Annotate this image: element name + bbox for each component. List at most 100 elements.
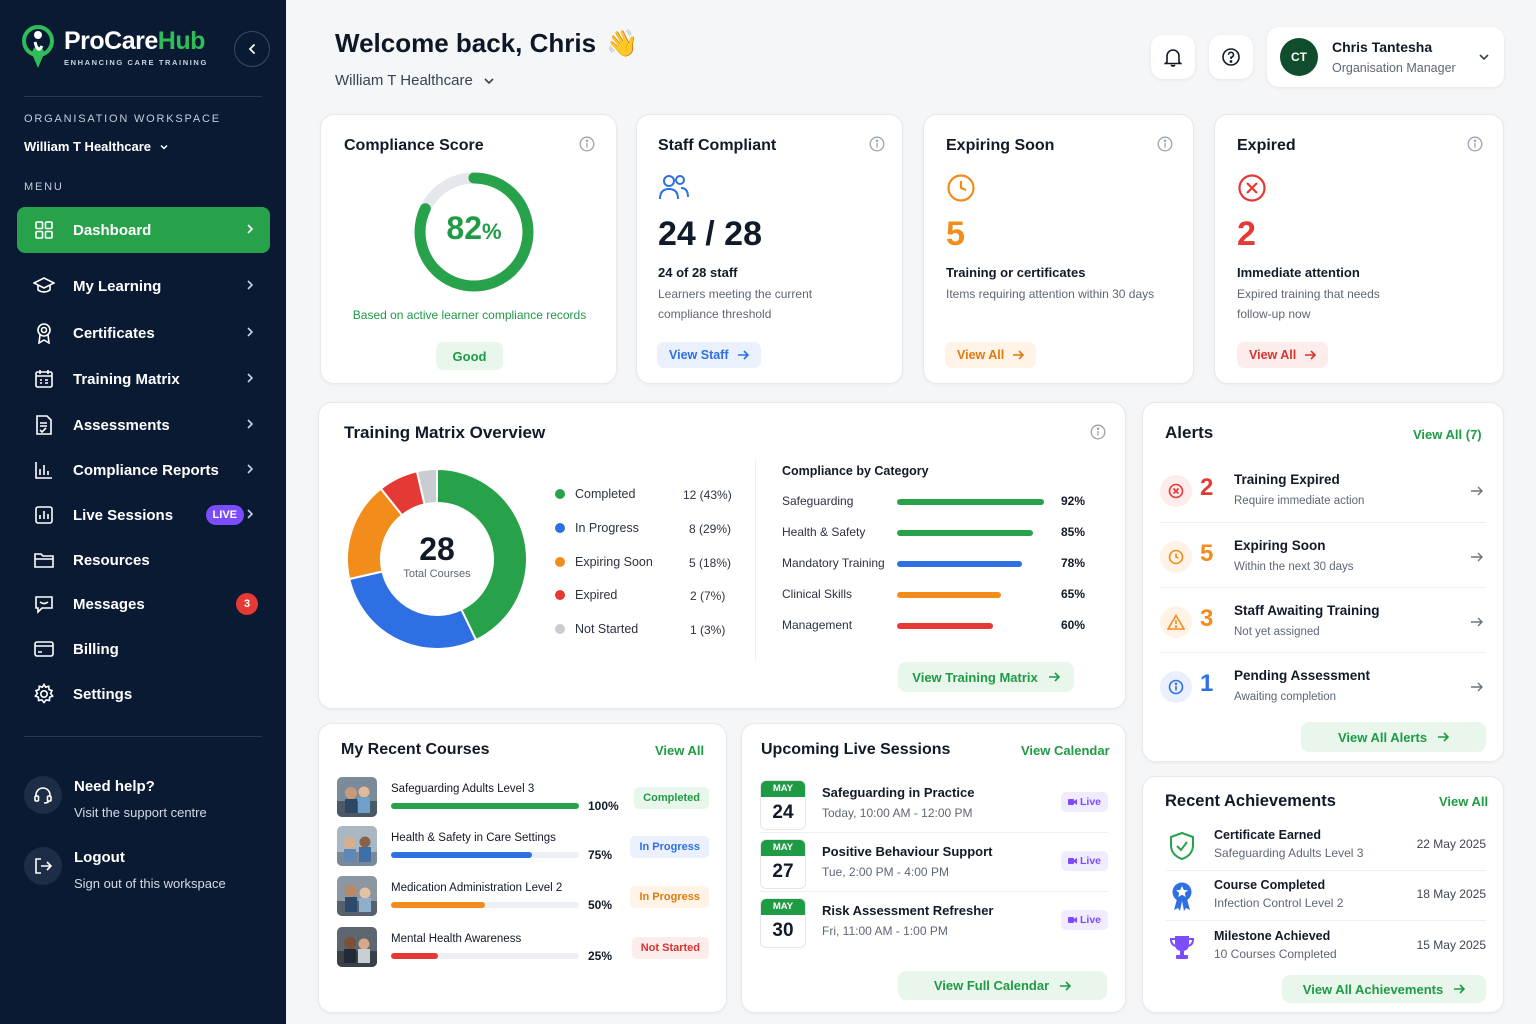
- donut-slice-not-started: [415, 468, 438, 506]
- medal-icon: [1166, 880, 1198, 912]
- collapse-sidebar-button[interactable]: [234, 31, 270, 67]
- legend-swatch: [555, 624, 565, 634]
- divider: [760, 832, 1108, 833]
- chevron-down-icon: [1479, 54, 1489, 61]
- live-badge: Live: [1060, 910, 1108, 930]
- course-progress-fill: [391, 902, 485, 908]
- gauge-fill: [414, 172, 534, 292]
- arrow-right-icon: [1013, 350, 1025, 360]
- info-icon: [1160, 671, 1192, 703]
- view-all-alerts-link[interactable]: View All (7): [1413, 427, 1482, 442]
- view-all-achievements-button[interactable]: View All Achievements: [1282, 975, 1486, 1003]
- category-percent: 65%: [1061, 587, 1086, 601]
- info-icon[interactable]: [869, 136, 885, 152]
- course-item[interactable]: Safeguarding Adults Level 3 100% Complet…: [337, 777, 709, 817]
- help-button[interactable]: [1209, 35, 1253, 79]
- session-month: MAY: [761, 899, 805, 915]
- status-badge: Not Started: [631, 937, 709, 959]
- sidebar-item-resources[interactable]: Resources: [17, 537, 270, 583]
- view-all-courses-link[interactable]: View All: [655, 743, 705, 758]
- alert-item[interactable]: 3 Staff Awaiting Training Not yet assign…: [1160, 603, 1486, 663]
- achievement-item[interactable]: Certificate Earned Safeguarding Adults L…: [1166, 828, 1486, 868]
- alert-count: 5: [1200, 540, 1214, 567]
- sidebar-item-assessments[interactable]: Assessments: [17, 402, 270, 448]
- view-all-alerts-button[interactable]: View All Alerts: [1301, 722, 1486, 752]
- legend-label: Completed: [575, 487, 636, 501]
- view-staff-button[interactable]: View Staff: [657, 342, 761, 368]
- course-item[interactable]: Mental Health Awareness 25% Not Started: [337, 927, 709, 967]
- alert-item[interactable]: 2 Training Expired Require immediate act…: [1160, 472, 1486, 532]
- info-icon[interactable]: [1090, 424, 1106, 440]
- live-badge-label: Live: [1079, 914, 1101, 926]
- recent-courses-card: My Recent Courses View All: [318, 723, 727, 1013]
- shield-check-icon: [1166, 830, 1198, 862]
- alerts-card: Alerts View All (7): [1142, 402, 1504, 762]
- legend-label: In Progress: [575, 521, 639, 535]
- arrow-right-icon: [1471, 682, 1483, 692]
- course-item[interactable]: Medication Administration Level 2 50% In…: [337, 876, 709, 916]
- expiring-soon-value: 5: [946, 215, 965, 253]
- achievement-title: Milestone Achieved: [1214, 929, 1331, 943]
- user-menu[interactable]: CT Chris Tantesha Organisation Manager: [1267, 27, 1504, 87]
- sidebar-item-label: Dashboard: [73, 221, 152, 239]
- session-item[interactable]: MAY 24 Safeguarding in Practice Today, 10…: [760, 780, 1108, 832]
- info-icon[interactable]: [579, 136, 595, 152]
- organisation-selector[interactable]: William T Healthcare: [335, 72, 495, 89]
- sidebar-item-certificates[interactable]: Certificates: [17, 310, 270, 356]
- sidebar-item-messages[interactable]: Messages 3: [17, 581, 270, 627]
- sidebar-item-compliance-reports[interactable]: Compliance Reports: [17, 447, 270, 493]
- staff-compliant-value: 24 / 28: [658, 215, 762, 253]
- achievement-item[interactable]: Milestone Achieved 10 Courses Completed …: [1166, 929, 1486, 969]
- view-all-achievements-link[interactable]: View All: [1439, 794, 1489, 809]
- session-title: Risk Assessment Refresher: [822, 903, 994, 918]
- calendar-grid-icon: [33, 368, 55, 390]
- staff-compliant-card: Staff Compliant 24 / 28 24 of 28 staff L…: [636, 114, 903, 384]
- info-icon[interactable]: [1157, 136, 1173, 152]
- alert-subtitle: Require immediate action: [1234, 495, 1365, 507]
- session-item[interactable]: MAY 27 Positive Behaviour Support Tue, 2:…: [760, 839, 1108, 891]
- arrow-right-icon: [1305, 350, 1317, 360]
- warning-icon: [1160, 606, 1192, 638]
- view-calendar-link[interactable]: View Calendar: [1021, 743, 1110, 758]
- help-link[interactable]: Need help? Visit the support centre: [24, 776, 207, 820]
- view-full-calendar-button[interactable]: View Full Calendar: [898, 971, 1107, 1000]
- alert-item[interactable]: 5 Expiring Soon Within the next 30 days: [1160, 538, 1486, 598]
- legend-item: In Progress: [555, 521, 639, 535]
- info-icon[interactable]: [1467, 136, 1483, 152]
- help-subtitle: Visit the support centre: [74, 805, 207, 820]
- sidebar-item-dashboard[interactable]: Dashboard: [17, 207, 270, 253]
- legend-item: Expired: [555, 588, 617, 602]
- divider: [1160, 587, 1486, 588]
- sidebar-item-billing[interactable]: Billing: [17, 626, 270, 672]
- sidebar-item-settings[interactable]: Settings: [17, 671, 270, 717]
- trophy-icon: [1166, 931, 1198, 963]
- wave-icon: 👋: [606, 28, 639, 58]
- alert-item[interactable]: 1 Pending Assessment Awaiting completion: [1160, 668, 1486, 728]
- page-title: Welcome back, Chris 👋: [335, 28, 638, 59]
- sidebar-item-training-matrix[interactable]: Training Matrix: [17, 356, 270, 402]
- card-title: Alerts: [1165, 423, 1214, 442]
- sidebar-item-live-sessions[interactable]: Live Sessions LIVE: [17, 492, 270, 538]
- view-training-matrix-button[interactable]: View Training Matrix: [898, 662, 1074, 692]
- view-expiring-button[interactable]: View All: [945, 342, 1037, 368]
- course-progress-track: [391, 852, 579, 858]
- course-item[interactable]: Health & Safety in Care Settings 75% In …: [337, 826, 709, 866]
- course-name: Medication Administration Level 2: [391, 882, 563, 894]
- expired-desc: Expired training that needs follow-up no…: [1237, 287, 1380, 321]
- session-title: Positive Behaviour Support: [822, 844, 993, 859]
- sidebar-item-my-learning[interactable]: My Learning: [17, 263, 270, 309]
- brand-logo[interactable]: ProCareHub ENHANCING CARE TRAINING: [20, 24, 208, 70]
- logout-button[interactable]: Logout Sign out of this workspace: [24, 847, 226, 891]
- achievement-subtitle: Safeguarding Adults Level 3: [1214, 846, 1364, 860]
- achievement-item[interactable]: Course Completed Infection Control Level…: [1166, 878, 1486, 918]
- view-expired-button[interactable]: View All: [1237, 342, 1329, 368]
- sidebar-item-label: Messages: [73, 595, 145, 613]
- workspace-selector[interactable]: William T Healthcare: [24, 139, 169, 154]
- question-icon: [1222, 48, 1240, 66]
- category-bar-fill: [897, 623, 993, 629]
- session-item[interactable]: MAY 30 Risk Assessment Refresher Fri, 11:…: [760, 898, 1108, 950]
- course-progress-fill: [391, 953, 438, 959]
- notifications-button[interactable]: [1151, 35, 1195, 79]
- divider: [1160, 652, 1486, 653]
- chevron-right-icon: [247, 327, 254, 337]
